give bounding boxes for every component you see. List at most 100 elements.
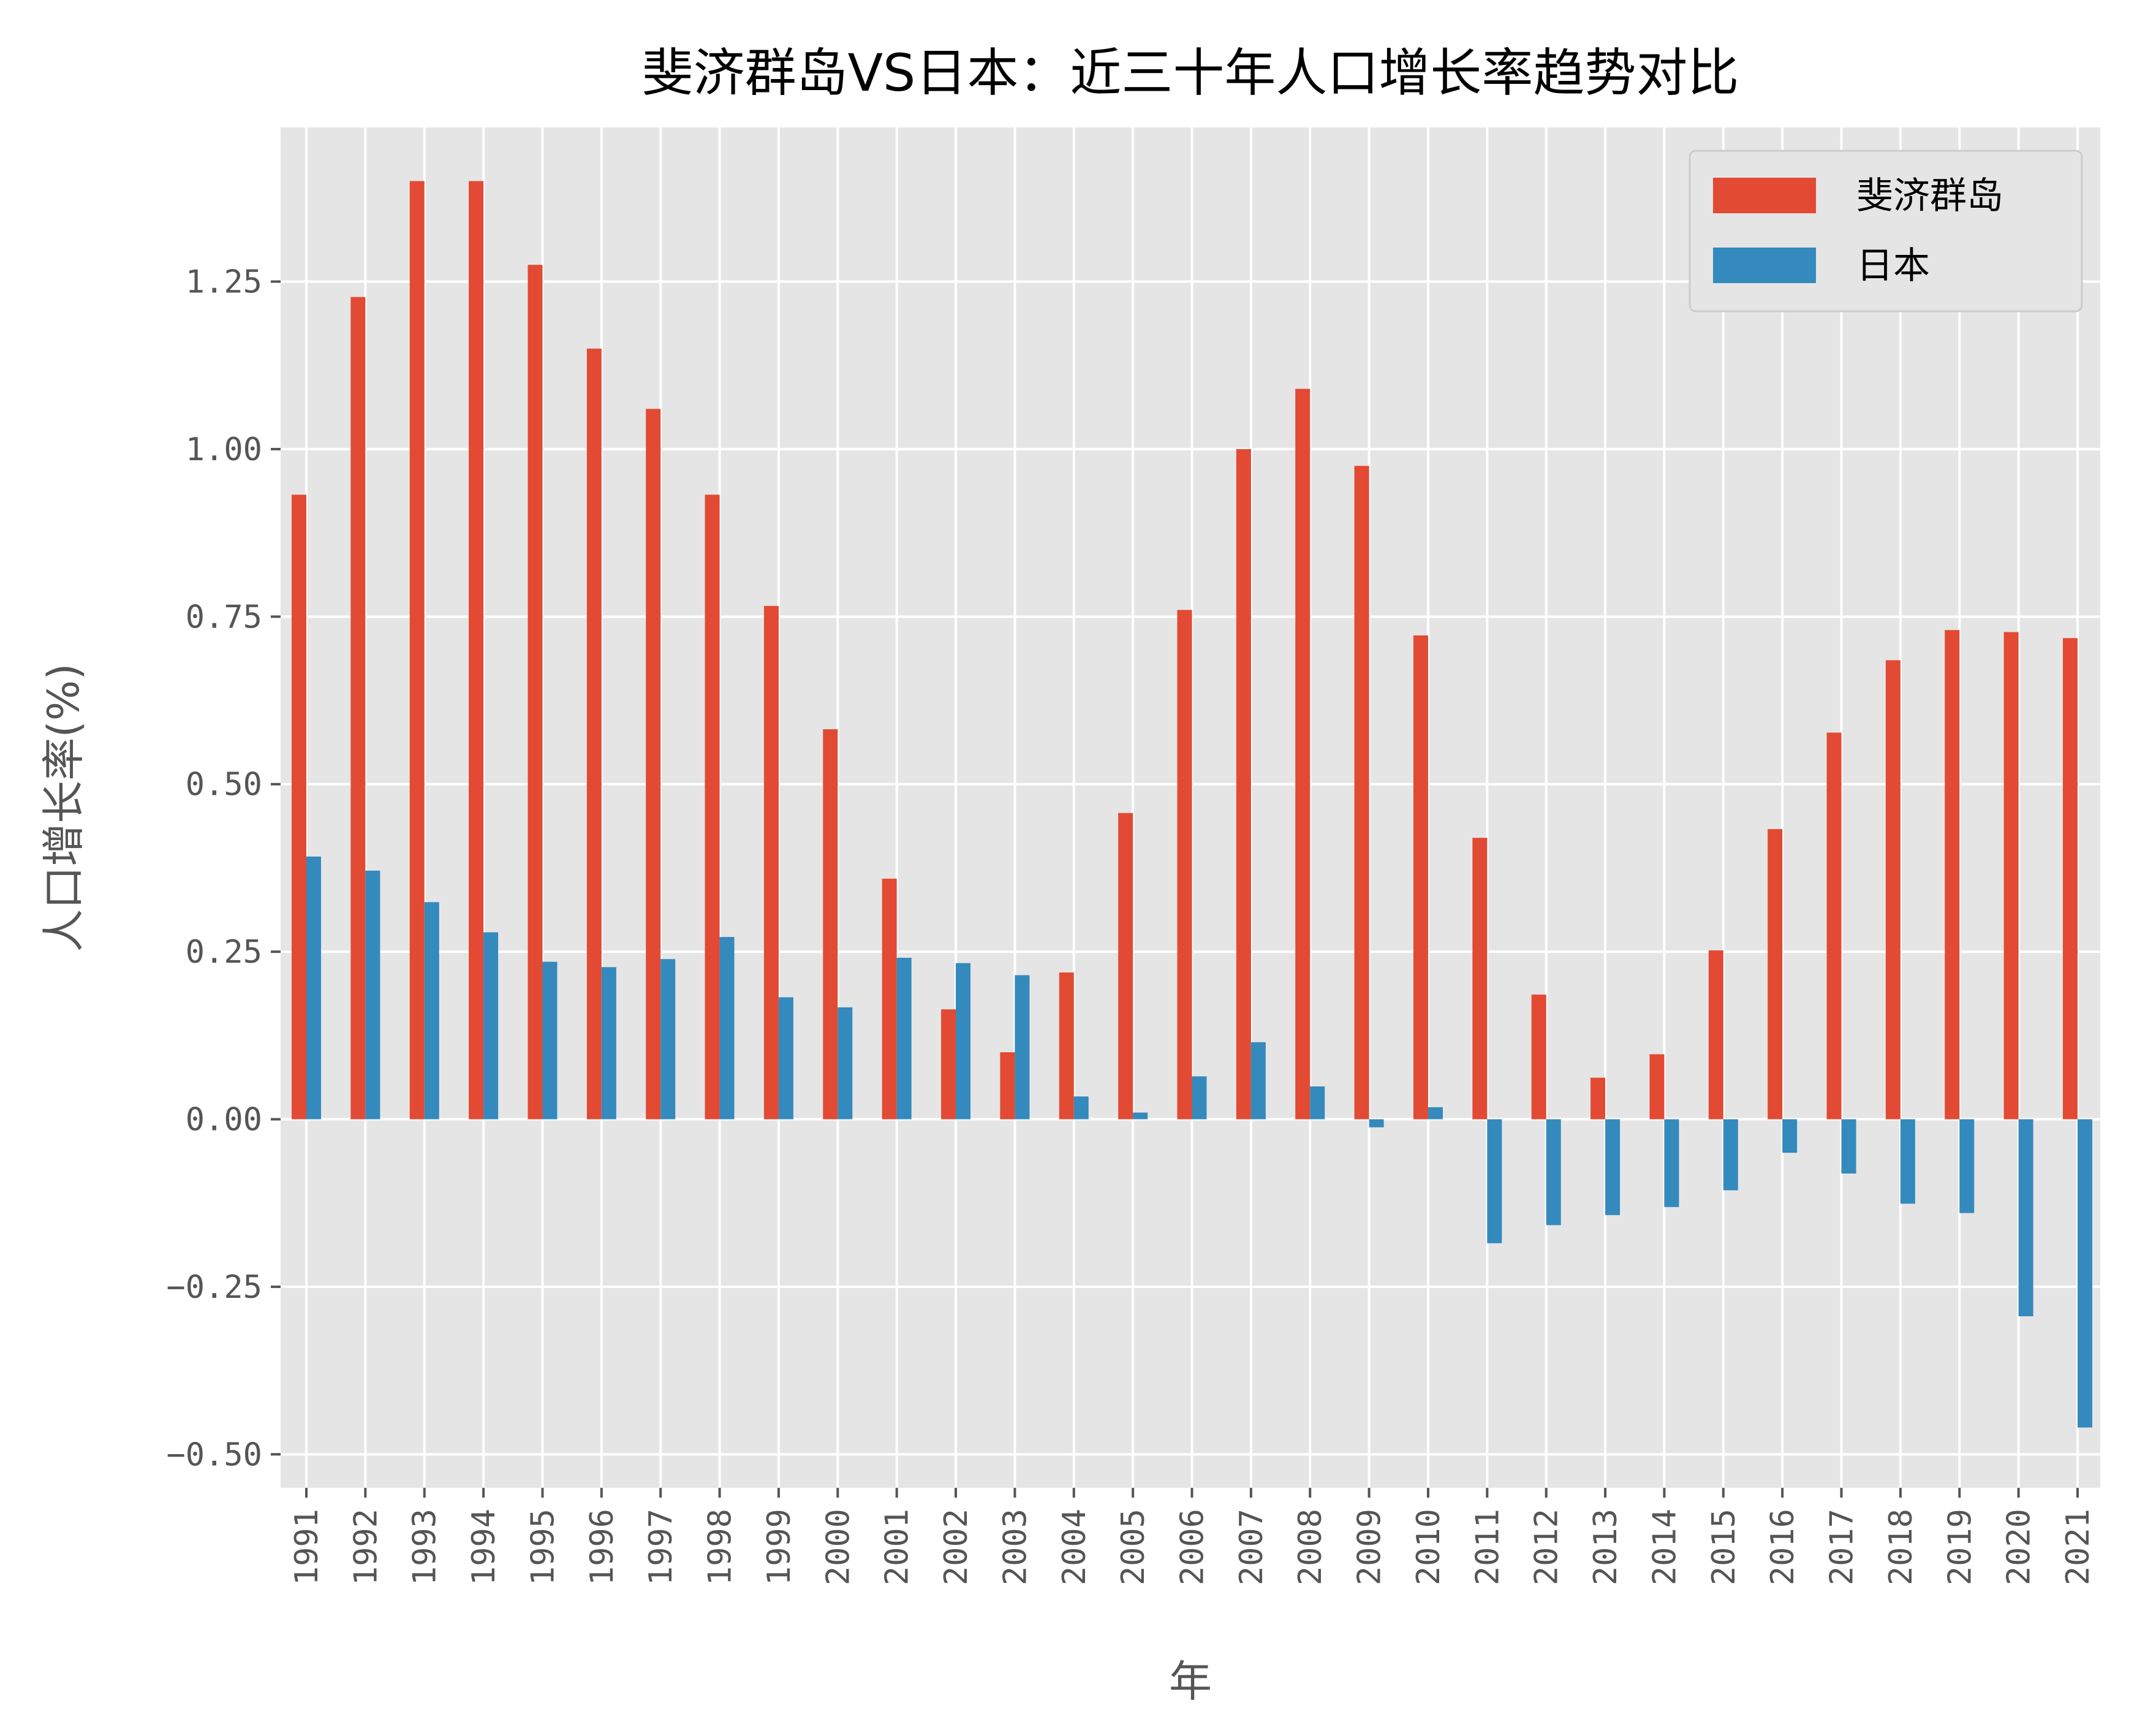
bar-fiji-2013 xyxy=(1590,1077,1606,1120)
bar-japan-2014 xyxy=(1664,1119,1679,1207)
bar-fiji-2021 xyxy=(2063,638,2078,1120)
bar-japan-2012 xyxy=(1546,1119,1561,1226)
x-tick-label: 1991 xyxy=(289,1509,325,1585)
bar-japan-1991 xyxy=(306,856,321,1120)
x-tick-label: 1998 xyxy=(702,1509,739,1585)
bar-japan-2006 xyxy=(1192,1076,1207,1120)
bar-fiji-2000 xyxy=(823,729,838,1120)
x-tick-label: 2007 xyxy=(1233,1509,1270,1585)
bar-japan-1993 xyxy=(424,902,439,1120)
x-tick-label: 1992 xyxy=(347,1509,384,1585)
y-axis: −0.50 −0.25 0.00 0.25 0.50 0.75 1.00 1.25 xyxy=(166,264,281,1473)
x-tick-label: 2010 xyxy=(1410,1509,1447,1585)
x-tick-label: 2015 xyxy=(1706,1509,1742,1585)
x-tick-label: 1997 xyxy=(643,1509,679,1585)
bar-japan-1998 xyxy=(719,937,735,1120)
bar-japan-2005 xyxy=(1133,1112,1148,1120)
x-tick-label: 2004 xyxy=(1056,1509,1093,1585)
legend: 斐济群岛 日本 xyxy=(1689,150,2083,313)
bar-japan-2017 xyxy=(1841,1119,1856,1174)
bar-fiji-2007 xyxy=(1236,449,1251,1120)
x-tick-label: 2018 xyxy=(1883,1509,1920,1585)
y-tick-label: −0.50 xyxy=(166,1436,262,1473)
bar-japan-2004 xyxy=(1073,1096,1089,1120)
bar-japan-1997 xyxy=(660,959,676,1120)
bar-japan-2013 xyxy=(1605,1119,1621,1215)
y-tick-label: 1.25 xyxy=(186,264,262,301)
x-tick-label: 2016 xyxy=(1764,1509,1801,1585)
bar-japan-1996 xyxy=(601,967,616,1120)
bar-fiji-1998 xyxy=(705,495,720,1120)
bar-japan-2018 xyxy=(1900,1119,1915,1204)
bar-fiji-2011 xyxy=(1472,838,1488,1120)
bar-fiji-2012 xyxy=(1531,995,1546,1120)
x-tick-label: 2011 xyxy=(1469,1509,1506,1585)
y-tick-label: 0.00 xyxy=(186,1102,262,1139)
x-tick-label: 2012 xyxy=(1529,1509,1565,1585)
x-tick-label: 2019 xyxy=(1942,1509,1978,1585)
bar-fiji-2004 xyxy=(1059,972,1074,1120)
bar-fiji-2014 xyxy=(1649,1054,1665,1120)
bar-japan-2009 xyxy=(1369,1119,1384,1128)
bar-fiji-1999 xyxy=(763,605,779,1120)
bar-fiji-2019 xyxy=(1945,630,1960,1120)
bar-fiji-2010 xyxy=(1413,635,1428,1120)
bars xyxy=(292,181,2092,1428)
bar-fiji-2020 xyxy=(2003,632,2019,1120)
bar-fiji-1993 xyxy=(409,181,425,1120)
bar-fiji-2015 xyxy=(1708,950,1723,1120)
bar-japan-1995 xyxy=(542,961,558,1120)
bar-japan-2020 xyxy=(2018,1119,2033,1317)
legend-swatch-fiji xyxy=(1713,178,1816,213)
bar-japan-2019 xyxy=(1959,1119,1975,1213)
x-tick-label: 1999 xyxy=(761,1509,798,1585)
bar-fiji-1995 xyxy=(528,265,543,1120)
bar-fiji-1992 xyxy=(350,297,366,1120)
bar-fiji-2008 xyxy=(1295,389,1311,1120)
x-tick-label: 1995 xyxy=(524,1509,561,1585)
bar-fiji-2001 xyxy=(882,878,897,1120)
bar-japan-2001 xyxy=(896,957,912,1120)
x-tick-label: 2017 xyxy=(1824,1509,1861,1585)
legend-label-japan: 日本 xyxy=(1856,244,1930,287)
x-tick-label: 2006 xyxy=(1174,1509,1211,1585)
x-tick-label: 2001 xyxy=(879,1509,916,1585)
x-tick-label: 1996 xyxy=(584,1509,621,1585)
bar-fiji-2005 xyxy=(1118,813,1133,1120)
chart-title: 斐济群岛VS日本：近三十年人口增长率趋势对比 xyxy=(642,43,1739,103)
x-tick-label: 2020 xyxy=(2001,1509,2038,1585)
bar-fiji-2016 xyxy=(1768,828,1783,1120)
x-tick-label: 2014 xyxy=(1646,1509,1683,1585)
bar-fiji-1994 xyxy=(469,181,484,1120)
bar-japan-2015 xyxy=(1723,1119,1738,1191)
bar-japan-2007 xyxy=(1250,1042,1266,1120)
bar-fiji-2018 xyxy=(1885,660,1901,1120)
y-axis-label: 人口增长率(%) xyxy=(39,663,89,952)
x-tick-label: 2005 xyxy=(1115,1509,1152,1585)
y-tick-label: 0.50 xyxy=(186,767,262,803)
bar-fiji-2009 xyxy=(1354,466,1369,1120)
x-axis-label: 年 xyxy=(1169,1656,1212,1707)
x-tick-label: 2021 xyxy=(2060,1509,2097,1585)
legend-swatch-japan xyxy=(1713,248,1816,283)
bar-fiji-2006 xyxy=(1177,610,1192,1120)
y-tick-label: −0.25 xyxy=(166,1269,262,1306)
bar-fiji-1991 xyxy=(292,495,306,1120)
bar-japan-1994 xyxy=(483,932,499,1120)
bar-japan-2008 xyxy=(1310,1086,1325,1120)
bar-japan-2002 xyxy=(956,963,971,1120)
bar-fiji-1997 xyxy=(646,409,661,1120)
bar-japan-2016 xyxy=(1782,1119,1798,1153)
x-axis: 1991 1992 1993 1994 1995 1996 1997 1998 1999 2000… xyxy=(289,1488,2097,1585)
bar-japan-2010 xyxy=(1428,1107,1443,1120)
y-tick-label: 1.00 xyxy=(186,431,262,468)
x-tick-label: 2009 xyxy=(1352,1509,1388,1585)
bar-fiji-2002 xyxy=(941,1009,956,1120)
x-tick-label: 2013 xyxy=(1587,1509,1624,1585)
bar-japan-2021 xyxy=(2078,1119,2092,1428)
bar-fiji-1996 xyxy=(586,348,602,1120)
bar-japan-2003 xyxy=(1015,975,1030,1120)
x-tick-label: 2003 xyxy=(997,1509,1034,1585)
y-tick-label: 0.25 xyxy=(186,934,262,971)
x-tick-label: 1994 xyxy=(466,1509,502,1585)
